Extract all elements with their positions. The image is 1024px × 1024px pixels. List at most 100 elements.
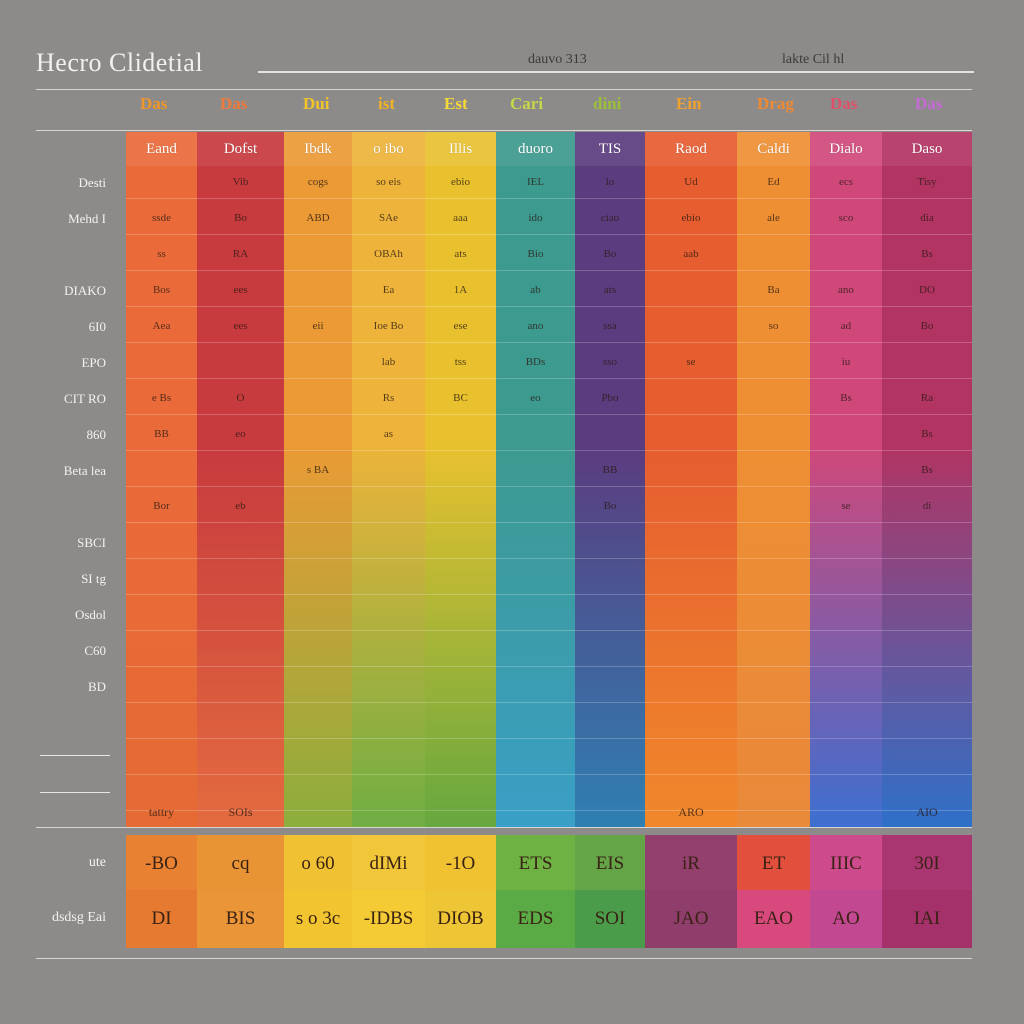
table-cell: [284, 490, 352, 523]
table-cell: Bo: [197, 202, 284, 235]
table-cell: ab: [496, 274, 575, 307]
table-cell: SAe: [352, 202, 425, 235]
table-cell: [737, 454, 810, 487]
table-cell: [425, 778, 496, 811]
table-cell: [575, 778, 645, 811]
table-cell: [810, 634, 882, 667]
table-cell: [575, 418, 645, 451]
row-label: Mehd I: [68, 211, 106, 226]
summary-cell: ETS: [496, 835, 575, 893]
table-cell: [810, 778, 882, 811]
subtitle-left: dauvo 313: [528, 52, 587, 67]
table-cell: [645, 742, 737, 775]
table-cell: s BA: [284, 454, 352, 487]
table-cell: [882, 562, 972, 595]
summary-cell: -1O: [425, 835, 496, 893]
table-cell: [645, 418, 737, 451]
table-cell: [575, 598, 645, 631]
summary-cell: EDS: [496, 890, 575, 948]
table-cell: [645, 274, 737, 307]
table-cell: [126, 742, 197, 775]
table-cell: ebio: [425, 166, 496, 199]
table-cell: [352, 634, 425, 667]
header-rule: [36, 130, 972, 131]
table-cell: BB: [126, 418, 197, 451]
column-header: TIS: [575, 132, 645, 166]
table-cell: BDs: [496, 346, 575, 379]
column-background: [645, 132, 737, 827]
summary-cell: s o 3c: [284, 890, 352, 948]
table-cell: [284, 706, 352, 739]
table-cell: ido: [496, 202, 575, 235]
table-cell: se: [810, 490, 882, 523]
table-cell: [882, 706, 972, 739]
table-cell: Ed: [737, 166, 810, 199]
table-cell: [496, 490, 575, 523]
column-background: [425, 132, 496, 827]
row-label: SBCI: [77, 535, 106, 550]
column-header: duoro: [496, 132, 575, 166]
table-cell: [197, 742, 284, 775]
table-cell: [425, 490, 496, 523]
table-cell: [197, 670, 284, 703]
table-cell: [645, 382, 737, 415]
table-cell: RA: [197, 238, 284, 271]
table-cell: [284, 418, 352, 451]
table-cell: [575, 706, 645, 739]
table-cell: [810, 670, 882, 703]
header-rule: [36, 89, 972, 90]
table-cell: Aea: [126, 310, 197, 343]
table-cell: [737, 562, 810, 595]
table-cell: [737, 418, 810, 451]
table-cell: ano: [496, 310, 575, 343]
table-cell: eii: [284, 310, 352, 343]
table-cell: [496, 706, 575, 739]
table-cell: [284, 670, 352, 703]
table-cell: ats: [575, 274, 645, 307]
table-cell: Bs: [882, 238, 972, 271]
table-cell: [126, 454, 197, 487]
table-cell: [737, 526, 810, 559]
table-cell: [197, 598, 284, 631]
table-cell: [882, 742, 972, 775]
table-cell: [352, 670, 425, 703]
row-label: 860: [86, 427, 107, 442]
table-cell: [810, 706, 882, 739]
table-cell: Bio: [496, 238, 575, 271]
table-cell: [284, 778, 352, 811]
title-rule: [258, 71, 974, 73]
table-cell: ssa: [575, 310, 645, 343]
table-cell: se: [645, 346, 737, 379]
table-cell: [645, 598, 737, 631]
table-cell: [810, 742, 882, 775]
table-cell: [126, 778, 197, 811]
table-cell: [284, 238, 352, 271]
table-cell: aab: [645, 238, 737, 271]
row-rule: [40, 792, 110, 793]
table-cell: [126, 562, 197, 595]
table-cell: ad: [810, 310, 882, 343]
table-cell: [126, 346, 197, 379]
column-group-label: Dui: [303, 94, 330, 113]
table-cell: [737, 778, 810, 811]
table-cell: ats: [425, 238, 496, 271]
table-cell: Bo: [575, 238, 645, 271]
table-cell: Bs: [882, 418, 972, 451]
table-cell: [197, 526, 284, 559]
table-cell: [882, 634, 972, 667]
table-cell: [197, 346, 284, 379]
column-group-label: Cari: [510, 94, 544, 113]
table-cell: [645, 526, 737, 559]
summary-label: ute: [88, 855, 106, 870]
table-cell: ese: [425, 310, 496, 343]
summary-cell: EAO: [737, 890, 810, 948]
column-background: [197, 132, 284, 827]
summary-cell: AO: [810, 890, 882, 948]
table-cell: ABD: [284, 202, 352, 235]
table-cell: [810, 526, 882, 559]
table-cell: ebio: [645, 202, 737, 235]
table-cell: [496, 634, 575, 667]
table-cell: [645, 706, 737, 739]
summary-cell: -BO: [126, 835, 197, 893]
table-cell: [496, 418, 575, 451]
